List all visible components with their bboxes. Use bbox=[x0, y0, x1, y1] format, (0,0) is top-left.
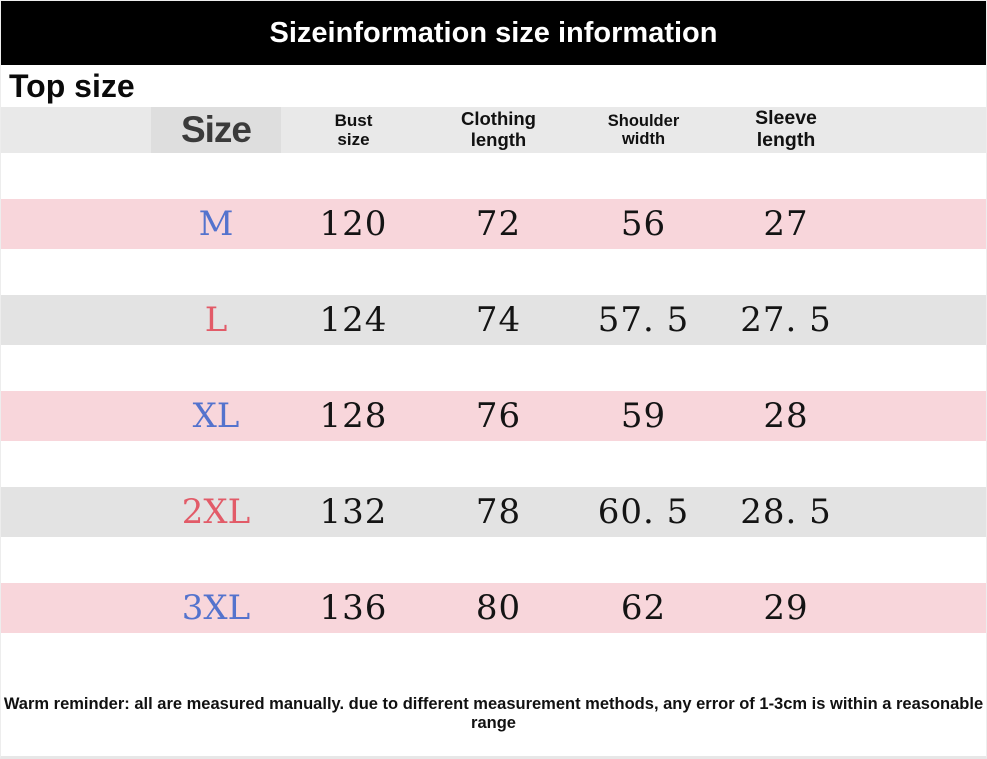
shoulder-width-value: 56 bbox=[620, 204, 667, 244]
row-spacer bbox=[1, 391, 151, 441]
size-value: 2XL bbox=[181, 492, 251, 532]
warm-reminder-text: Warm reminder: all are measured manually… bbox=[3, 695, 984, 732]
column-header-shoulder-width: Shoulder width bbox=[607, 111, 680, 148]
bust-size-value: 128 bbox=[319, 396, 388, 436]
size-table: Size Bust size Clothing length Shoulder … bbox=[1, 107, 986, 633]
clothing-length-value: 72 bbox=[475, 204, 522, 244]
bust-size-value: 132 bbox=[319, 492, 388, 532]
table-row-l: L 124 74 57. 5 27. 5 bbox=[1, 295, 986, 345]
row-spacer bbox=[1, 583, 151, 633]
shoulder-width-value: 62 bbox=[620, 588, 667, 628]
table-row-3xl: 3XL 136 80 62 29 bbox=[1, 583, 986, 633]
size-value: L bbox=[204, 300, 228, 340]
clothing-length-value: 76 bbox=[475, 396, 522, 436]
size-value: M bbox=[198, 204, 234, 244]
section-title: Top size bbox=[9, 67, 135, 104]
row-spacer bbox=[1, 295, 151, 345]
sleeve-length-value: 27 bbox=[763, 204, 809, 244]
shoulder-width-value: 59 bbox=[620, 396, 667, 436]
sleeve-length-value: 27. 5 bbox=[740, 300, 832, 340]
table-row-xl: XL 128 76 59 28 bbox=[1, 391, 986, 441]
clothing-length-value: 78 bbox=[475, 492, 522, 532]
column-header-sleeve-length: Sleeve length bbox=[755, 107, 817, 151]
row-spacer bbox=[1, 199, 151, 249]
row-filler bbox=[856, 487, 986, 537]
bust-size-value: 124 bbox=[319, 300, 388, 340]
row-spacer bbox=[1, 487, 151, 537]
header-spacer bbox=[1, 107, 151, 153]
bust-size-value: 136 bbox=[319, 588, 388, 628]
header-filler bbox=[856, 107, 986, 153]
row-filler bbox=[856, 199, 986, 249]
sleeve-length-value: 28 bbox=[763, 396, 809, 436]
clothing-length-value: 80 bbox=[475, 588, 522, 628]
table-row-2xl: 2XL 132 78 60. 5 28. 5 bbox=[1, 487, 986, 537]
banner-title: Sizeinformation size information bbox=[269, 16, 718, 49]
size-value: XL bbox=[192, 396, 240, 436]
sleeve-length-value: 28. 5 bbox=[740, 492, 832, 532]
column-header-bust-size: Bust size bbox=[334, 110, 373, 149]
clothing-length-value: 74 bbox=[475, 300, 522, 340]
size-value: 3XL bbox=[181, 588, 251, 628]
row-filler bbox=[856, 583, 986, 633]
column-header-clothing-length: Clothing length bbox=[460, 108, 536, 150]
column-header-size: Size bbox=[151, 107, 281, 153]
row-filler bbox=[856, 295, 986, 345]
shoulder-width-value: 57. 5 bbox=[597, 300, 690, 340]
sleeve-length-value: 29 bbox=[763, 588, 809, 628]
row-filler bbox=[856, 391, 986, 441]
table-header-row: Size Bust size Clothing length Shoulder … bbox=[1, 107, 986, 153]
shoulder-width-value: 60. 5 bbox=[597, 492, 690, 532]
bust-size-value: 120 bbox=[319, 204, 388, 244]
table-row-m: M 120 72 56 27 bbox=[1, 199, 986, 249]
banner: Sizeinformation size information bbox=[1, 1, 986, 65]
